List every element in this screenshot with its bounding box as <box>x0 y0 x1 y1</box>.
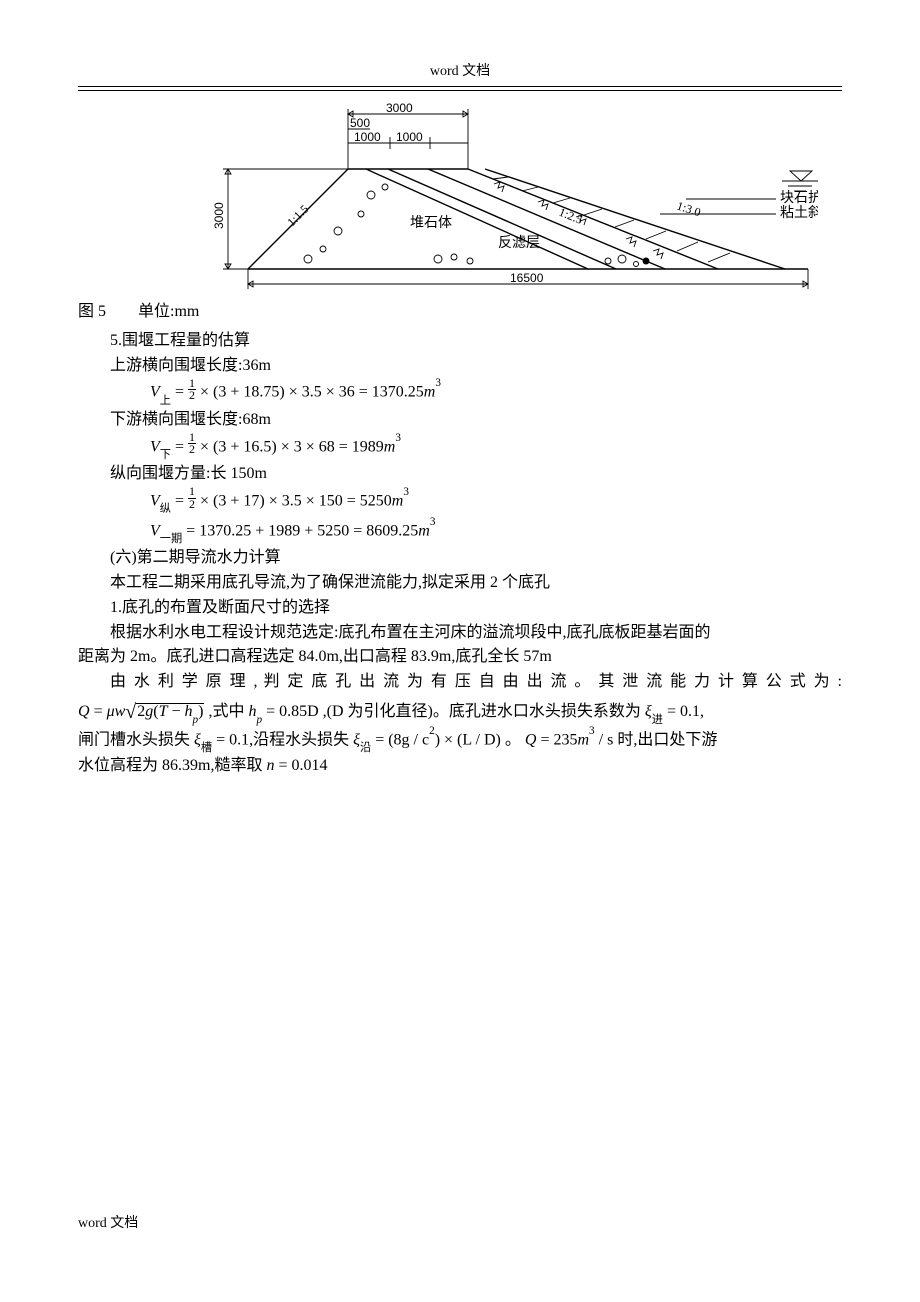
label-stone-body: 堆石体 <box>410 215 452 231</box>
sec6-para2-pre: 由 水 利 学 原 理 , 判 定 底 孔 出 流 为 有 压 自 由 出 流 … <box>78 670 842 695</box>
figure-caption: 图 5 单位:mm <box>78 300 842 325</box>
sec6-formulaQ: Q = μw√2g(T − hp) ,式中 hp = 0.85D ,(D 为引化… <box>78 695 842 727</box>
slope-mid: 1:2.5 <box>557 205 585 227</box>
header-underline-second <box>78 90 842 91</box>
sec5-formula4: V一期 = 1370.25 + 1989 + 5250 = 8609.25m3 <box>150 517 842 547</box>
label-clay-wall: 粘土斜墙 <box>780 205 818 221</box>
sec6-title: (六)第二期导流水力计算 <box>78 546 842 571</box>
page-header: word 文档 <box>78 60 842 87</box>
sec6-para1b: 距离为 2m。底孔进口高程选定 84.0m,出口高程 83.9m,底孔全长 57… <box>78 645 842 670</box>
cofferdam-section-diagram: 堆石体 反滤层 块石护面 粘土斜墙 1:1.5 1:2.5 1:3.0 3000… <box>178 99 818 294</box>
sec5-line1: 上游横向围堰长度:36m <box>78 354 842 379</box>
sec6-line1: 本工程二期采用底孔导流,为了确保泄流能力,拟定采用 2 个底孔 <box>78 571 842 596</box>
dim-top-1000b: 1000 <box>396 130 423 144</box>
page-footer: word 文档 <box>78 1212 138 1232</box>
sec5-title: 5.围堰工程量的估算 <box>78 329 842 354</box>
sec6-para3: 闸门槽水头损失 ξ槽 = 0.1,沿程水头损失 ξ沿 = (8g / c2) ×… <box>78 727 842 755</box>
sec5-formula2: V下 = 12 × (3 + 16.5) × 3 × 68 = 1989m3 <box>150 433 842 463</box>
dim-top-1000a: 1000 <box>354 130 381 144</box>
dim-top-500: 500 <box>350 116 370 130</box>
sec5-formula1: V上 = 12 × (3 + 18.75) × 3.5 × 36 = 1370.… <box>150 378 842 408</box>
slope-left: 1:1.5 <box>284 202 311 229</box>
sec5-formula3: V纵 = 12 × (3 + 17) × 3.5 × 150 = 5250m3 <box>150 487 842 517</box>
sec6-para1a: 根据水利水电工程设计规范选定:底孔布置在主河床的溢流坝段中,底孔底板距基岩面的 <box>78 621 842 646</box>
dim-left-3000: 3000 <box>212 202 226 229</box>
sec5-line2: 下游横向围堰长度:68m <box>78 408 842 433</box>
dim-top-3000: 3000 <box>386 101 413 115</box>
label-filter: 反滤层 <box>498 235 540 251</box>
sec6-subtitle: 1.底孔的布置及断面尺寸的选择 <box>78 596 842 621</box>
slope-right: 1:3.0 <box>675 199 702 220</box>
dim-bottom-16500: 16500 <box>510 271 544 285</box>
sec6-para4: 水位高程为 86.39m,糙率取 n = 0.014 <box>78 754 842 779</box>
label-revetment: 块石护面 <box>780 190 818 206</box>
